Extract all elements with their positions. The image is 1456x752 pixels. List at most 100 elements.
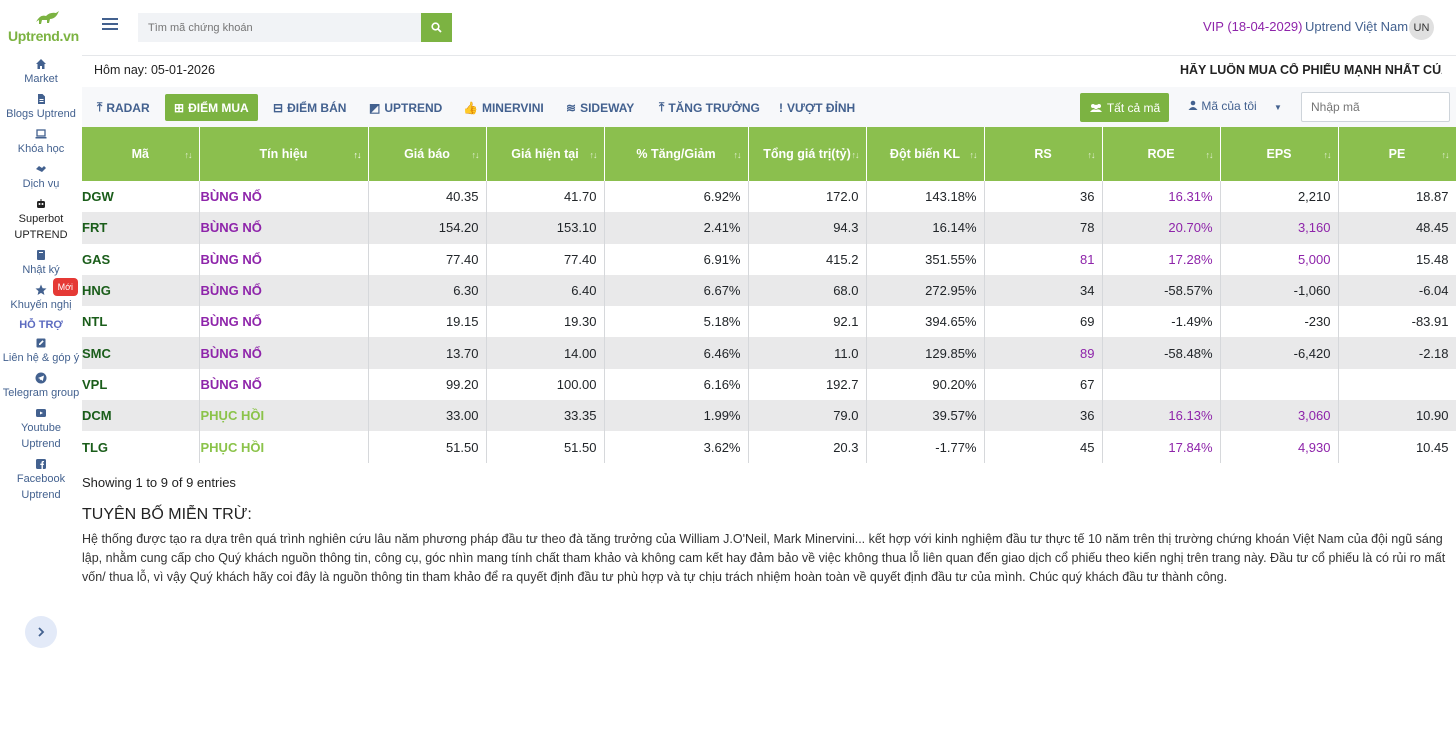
cell-code[interactable]: GAS [82, 243, 200, 275]
menu-toggle-button[interactable] [102, 18, 118, 32]
star-icon [35, 284, 47, 295]
search-input[interactable] [138, 13, 421, 42]
sidebar-item-label: Liên hệ & góp ý [2, 352, 80, 364]
today-date: Hôm nay: 05-01-2026 [94, 63, 215, 77]
sidebar-item-label: Market [24, 73, 58, 85]
column-label: Đột biến KL [889, 147, 961, 161]
cell-pe: 15.48 [1338, 243, 1456, 275]
col-volume-spike[interactable]: Đột biến KL ↑↓ [866, 127, 985, 181]
cell-change: 3.62% [604, 431, 749, 463]
table-row[interactable]: FRT BÙNG NỔ 154.20 153.10 2.41% 94.3 16.14% 78 2… [82, 212, 1456, 244]
cell-value: 92.1 [748, 306, 867, 338]
table-row[interactable]: TLG PHỤC HỒI 51.50 51.50 3.62% 20.3 -1.77% 45 17… [82, 431, 1456, 463]
sidebar-item-telegram[interactable]: Telegram group [0, 372, 82, 401]
all-codes-button[interactable]: Tất cả mã [1080, 93, 1169, 122]
sidebar-item-recommendations[interactable]: Mới Khuyến nghị [0, 278, 82, 313]
col-current-price[interactable]: Giá hiện tại ↑↓ [486, 127, 605, 181]
cell-roe: -58.48% [1102, 337, 1221, 369]
cell-value: 79.0 [748, 400, 867, 432]
file-icon [38, 94, 45, 104]
cell-code[interactable]: DCM [82, 400, 200, 432]
chart-icon: ◩ [369, 100, 381, 115]
users-icon [1089, 103, 1102, 112]
table-row[interactable]: SMC BÙNG NỔ 13.70 14.00 6.46% 11.0 129.85% 89 -5… [82, 337, 1456, 369]
sidebar-item-courses[interactable]: Khóa học [0, 128, 82, 157]
tab-radar[interactable]: ⤒ RADAR [97, 94, 150, 121]
sidebar-item-blogs[interactable]: Blogs Uptrend [0, 93, 82, 122]
sidebar-item-facebook[interactable]: Facebook Uptrend [0, 458, 82, 503]
marquee-text: HÃY LUÔN MUA CỔ PHIẾU MẠNH NHẤT CỦA D [1180, 63, 1442, 77]
cell-code[interactable]: FRT [82, 212, 200, 244]
tab-buy-points[interactable]: ⊞ ĐIỂM MUA [165, 94, 258, 121]
handshake-icon [36, 166, 46, 172]
tab-sideway[interactable]: ≋ SIDEWAY [566, 94, 634, 121]
sidebar-item-youtube[interactable]: Youtube Uptrend [0, 407, 82, 452]
tab-growth[interactable]: ⤒ TĂNG TRƯỞNG [659, 94, 760, 121]
table-row[interactable]: DCM PHỤC HỒI 33.00 33.35 1.99% 79.0 39.57% 36 16… [82, 400, 1456, 432]
cell-code[interactable]: DGW [82, 181, 200, 213]
cell-price-now: 100.00 [486, 368, 605, 401]
table-row[interactable]: GAS BÙNG NỔ 77.40 77.40 6.91% 415.2 351.55% 81 1… [82, 243, 1456, 275]
cell-pe [1338, 368, 1456, 401]
col-total-value[interactable]: Tổng giá trị(tỷ) ↑↓ [748, 127, 867, 181]
cell-price-alert: 99.20 [368, 368, 487, 401]
col-signal[interactable]: Tín hiệu ↑↓ [199, 127, 369, 181]
cell-code[interactable]: VPL [82, 368, 200, 401]
table-row[interactable]: NTL BÙNG NỔ 19.15 19.30 5.18% 92.1 394.65% 69 -1… [82, 306, 1456, 338]
bull-logo-icon [36, 11, 59, 24]
col-eps[interactable]: EPS ↑↓ [1220, 127, 1339, 181]
cell-code[interactable]: NTL [82, 306, 200, 338]
sidebar-item-services[interactable]: Dịch vụ [0, 163, 82, 192]
cell-signal: BÙNG NỔ [199, 181, 369, 213]
sidebar-item-journal[interactable]: Nhật ký [0, 249, 82, 278]
cell-code[interactable]: TLG [82, 431, 200, 463]
cell-roe [1102, 368, 1221, 401]
cell-roe: 16.13% [1102, 400, 1221, 432]
cell-vol: 351.55% [866, 243, 985, 275]
my-codes-label: Mã của tôi [1201, 99, 1257, 113]
cell-code[interactable]: HNG [82, 274, 200, 307]
tab-uptrend[interactable]: ◩ UPTREND [369, 94, 442, 121]
code-input[interactable] [1301, 92, 1450, 122]
table-row[interactable]: HNG BÙNG NỔ 6.30 6.40 6.67% 68.0 272.95% 34 -58.… [82, 274, 1456, 307]
sidebar-expand-button[interactable] [25, 616, 57, 648]
user-name[interactable]: Uptrend Việt Nam [1305, 19, 1409, 34]
cell-pe: -2.18 [1338, 337, 1456, 369]
cell-price-alert: 51.50 [368, 431, 487, 463]
col-rs[interactable]: RS ↑↓ [984, 127, 1103, 181]
cell-eps: 4,930 [1220, 431, 1339, 463]
sidebar-item-label: Telegram group [2, 387, 80, 399]
col-pe[interactable]: PE ↑↓ [1338, 127, 1456, 181]
cell-eps: -230 [1220, 306, 1339, 338]
sidebar-item-label: Blogs Uptrend [6, 108, 76, 120]
tab-minervini[interactable]: 👍 MINERVINI [463, 94, 544, 121]
sidebar-item-contact[interactable]: Liên hệ & góp ý [0, 337, 82, 366]
cell-change: 6.92% [604, 181, 749, 213]
table-row[interactable]: VPL BÙNG NỔ 99.20 100.00 6.16% 192.7 90.20% 67 [82, 368, 1456, 401]
my-codes-dropdown[interactable]: Mã của tôi ▼ [1188, 99, 1282, 113]
cell-vol: 16.14% [866, 212, 985, 244]
cell-signal: BÙNG NỔ [199, 243, 369, 275]
cell-vol: 143.18% [866, 181, 985, 213]
col-change[interactable]: % Tăng/Giảm ↑↓ [604, 127, 749, 181]
cell-price-now: 51.50 [486, 431, 605, 463]
sidebar-item-superbot[interactable]: Superbot UPTREND [0, 198, 82, 243]
vip-status: VIP (18-04-2029) [1203, 19, 1303, 34]
logo[interactable]: Uptrend.vn [8, 10, 79, 46]
cell-code[interactable]: SMC [82, 337, 200, 369]
robot-icon [37, 199, 45, 208]
table-body: DGW BÙNG NỔ 40.35 41.70 6.92% 172.0 143.18% 36 1… [82, 181, 1456, 463]
cell-price-alert: 13.70 [368, 337, 487, 369]
col-code[interactable]: Mã ↑↓ [82, 127, 200, 181]
avatar[interactable]: UN [1409, 15, 1434, 40]
table-row[interactable]: DGW BÙNG NỔ 40.35 41.70 6.92% 172.0 143.18% 36 1… [82, 181, 1456, 213]
col-roe[interactable]: ROE ↑↓ [1102, 127, 1221, 181]
cell-change: 6.16% [604, 368, 749, 401]
tab-label: SIDEWAY [580, 100, 635, 115]
search-button[interactable] [421, 13, 452, 42]
sidebar-item-market[interactable]: Market [0, 58, 82, 87]
tab-breakout[interactable]: ! VƯỢT ĐỈNH [779, 94, 855, 121]
col-alert-price[interactable]: Giá báo ↑↓ [368, 127, 487, 181]
tab-sell-points[interactable]: ⊟ ĐIỂM BÁN [273, 94, 346, 121]
cell-change: 6.46% [604, 337, 749, 369]
